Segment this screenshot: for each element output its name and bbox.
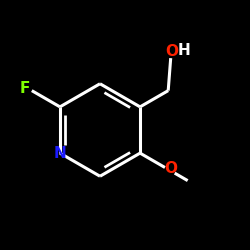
Text: F: F [20, 81, 30, 96]
Text: N: N [54, 146, 66, 161]
Text: O: O [164, 161, 177, 176]
Text: O: O [166, 44, 178, 59]
Text: H: H [178, 43, 191, 58]
